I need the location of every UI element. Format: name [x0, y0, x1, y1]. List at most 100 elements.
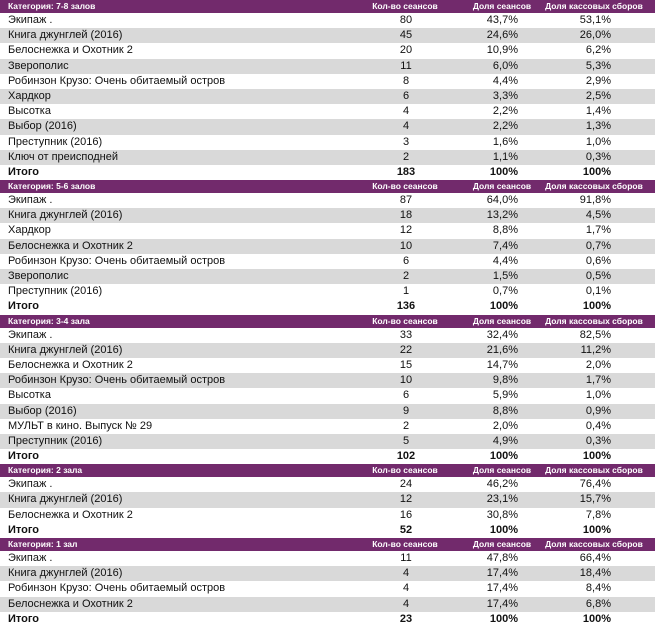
section-header: Категория: 2 зала Кол-во сеансов Доля сеан…: [0, 464, 655, 478]
total-row: Итого 183 100% 100%: [0, 165, 655, 180]
value-cell: 1,4%: [585, 105, 611, 118]
value-cell: 8: [402, 74, 410, 87]
movie-name: Ключ от преисподней: [8, 150, 119, 163]
total-value: 100%: [582, 165, 611, 178]
value-cell: 2: [402, 150, 410, 163]
table-row: Белоснежка и Охотник 2 20 10,9% 6,2%: [0, 43, 655, 58]
value-cell: 11,2%: [580, 343, 611, 356]
column-header: Кол-во сеансов: [372, 315, 438, 326]
total-value: 100%: [582, 450, 611, 463]
movie-name: Робинзон Крузо: Очень обитаемый остров: [8, 74, 226, 87]
column-header: Доля сеансов: [472, 465, 532, 476]
total-value: 100%: [489, 523, 518, 536]
value-cell: 6,0%: [492, 59, 518, 72]
table-row: Книга джунглей (2016) 22 21,6% 11,2%: [0, 342, 655, 358]
value-cell: 21,6%: [486, 343, 518, 356]
value-cell: 3: [402, 135, 410, 148]
movie-name: Хардкор: [8, 224, 51, 237]
table-row: Выбор (2016) 9 8,8% 0,9%: [0, 403, 655, 419]
table-row: Книга джунглей (2016) 4 17,4% 18,4%: [0, 566, 655, 582]
section-header: Категория: 5-6 залов Кол-во сеансов Доля с…: [0, 180, 655, 194]
value-cell: 8,8%: [492, 404, 518, 417]
value-cell: 13,2%: [486, 209, 518, 222]
table-row: Экипаж . 33 32,4% 82,5%: [0, 328, 655, 343]
value-cell: 1,5%: [492, 270, 518, 282]
movie-name: Зверополис: [8, 59, 69, 72]
value-cell: 87: [399, 194, 413, 207]
total-value: 100%: [489, 612, 518, 625]
table-row: Белоснежка и Охотник 2 4 17,4% 6,8%: [0, 596, 655, 612]
value-cell: 26,0%: [579, 29, 611, 42]
value-cell: 2: [402, 270, 410, 282]
movie-name: Робинзон Крузо: Очень обитаемый остров: [8, 374, 226, 387]
total-value: 100%: [582, 523, 611, 536]
value-cell: 24: [399, 478, 413, 491]
value-cell: 18,4%: [579, 567, 611, 580]
movie-name: Книга джунглей (2016): [8, 209, 123, 222]
section-header: Категория: 7-8 залов Кол-во сеансов Доля с…: [0, 0, 655, 13]
movie-name: Экипаж .: [8, 194, 53, 207]
column-header: Доля кассовых сборов: [545, 539, 643, 549]
total-value: 100%: [489, 300, 518, 313]
value-cell: 2,0%: [492, 419, 518, 432]
movie-name: Выбор (2016): [8, 404, 77, 417]
table-row: Зверополис 11 6,0% 5,3%: [0, 58, 655, 74]
total-value: 52: [399, 523, 413, 536]
table-row: Зверополис 2 1,5% 0,5%: [0, 269, 655, 285]
value-cell: 10,9%: [486, 44, 518, 57]
total-label: Итого: [8, 450, 40, 463]
table-row: Высотка 6 5,9% 1,0%: [0, 388, 655, 403]
value-cell: 64,0%: [486, 194, 518, 207]
movie-name: Преступник (2016): [8, 285, 103, 298]
value-cell: 0,1%: [585, 285, 611, 298]
value-cell: 11: [400, 552, 412, 564]
value-cell: 8,8%: [492, 224, 518, 237]
value-cell: 3,3%: [492, 89, 518, 102]
value-cell: 66,4%: [579, 552, 611, 564]
value-cell: 4,4%: [492, 254, 518, 267]
total-row: Итого 136 100% 100%: [0, 299, 655, 314]
value-cell: 24,6%: [486, 29, 518, 42]
movie-name: МУЛЬТ в кино. Выпуск № 29: [8, 419, 153, 432]
value-cell: 12: [399, 224, 413, 237]
value-cell: 2: [402, 419, 410, 432]
value-cell: 9,8%: [492, 374, 518, 387]
value-cell: 2,5%: [585, 89, 611, 102]
table-row: Книга джунглей (2016) 18 13,2% 4,5%: [0, 208, 655, 224]
value-cell: 1,3%: [585, 120, 611, 133]
value-cell: 0,3%: [585, 150, 611, 163]
table-row: Книга джунглей (2016) 45 24,6% 26,0%: [0, 28, 655, 44]
movie-name: Книга джунглей (2016): [8, 29, 123, 42]
value-cell: 8,4%: [585, 582, 611, 595]
value-cell: 15,7%: [579, 493, 611, 506]
value-cell: 0,3%: [585, 434, 611, 447]
movie-name: Экипаж .: [8, 478, 53, 491]
value-cell: 0,7%: [585, 239, 611, 252]
movie-name: Экипаж .: [8, 14, 53, 26]
table-row: Экипаж . 87 64,0% 91,8%: [0, 193, 655, 208]
movie-name: Экипаж .: [8, 552, 53, 564]
value-cell: 6: [402, 254, 410, 267]
value-cell: 82,5%: [579, 328, 611, 341]
total-value: 100%: [582, 300, 611, 313]
table-row: Белоснежка и Охотник 2 15 14,7% 2,0%: [0, 358, 655, 373]
category-title: Категория: 5-6 залов: [8, 181, 96, 192]
total-row: Итого 102 100% 100%: [0, 449, 655, 464]
table-row: Ключ от преисподней 2 1,1% 0,3%: [0, 149, 655, 165]
column-header: Кол-во сеансов: [372, 181, 438, 192]
value-cell: 17,4%: [486, 582, 518, 595]
category-title: Категория: 7-8 залов: [8, 1, 96, 11]
value-cell: 0,4%: [585, 419, 611, 432]
movie-name: Зверополис: [8, 270, 69, 282]
table-row: Хардкор 12 8,8% 1,7%: [0, 223, 655, 238]
value-cell: 2,2%: [492, 120, 518, 133]
value-cell: 17,4%: [486, 567, 518, 580]
value-cell: 16: [399, 508, 413, 521]
value-cell: 43,7%: [486, 14, 518, 26]
section-header: Категория: 3-4 зала Кол-во сеансов Доля се…: [0, 314, 655, 328]
value-cell: 80: [399, 14, 413, 26]
value-cell: 0,5%: [585, 270, 611, 282]
movie-name: Преступник (2016): [8, 434, 103, 447]
value-cell: 7,4%: [492, 239, 518, 252]
